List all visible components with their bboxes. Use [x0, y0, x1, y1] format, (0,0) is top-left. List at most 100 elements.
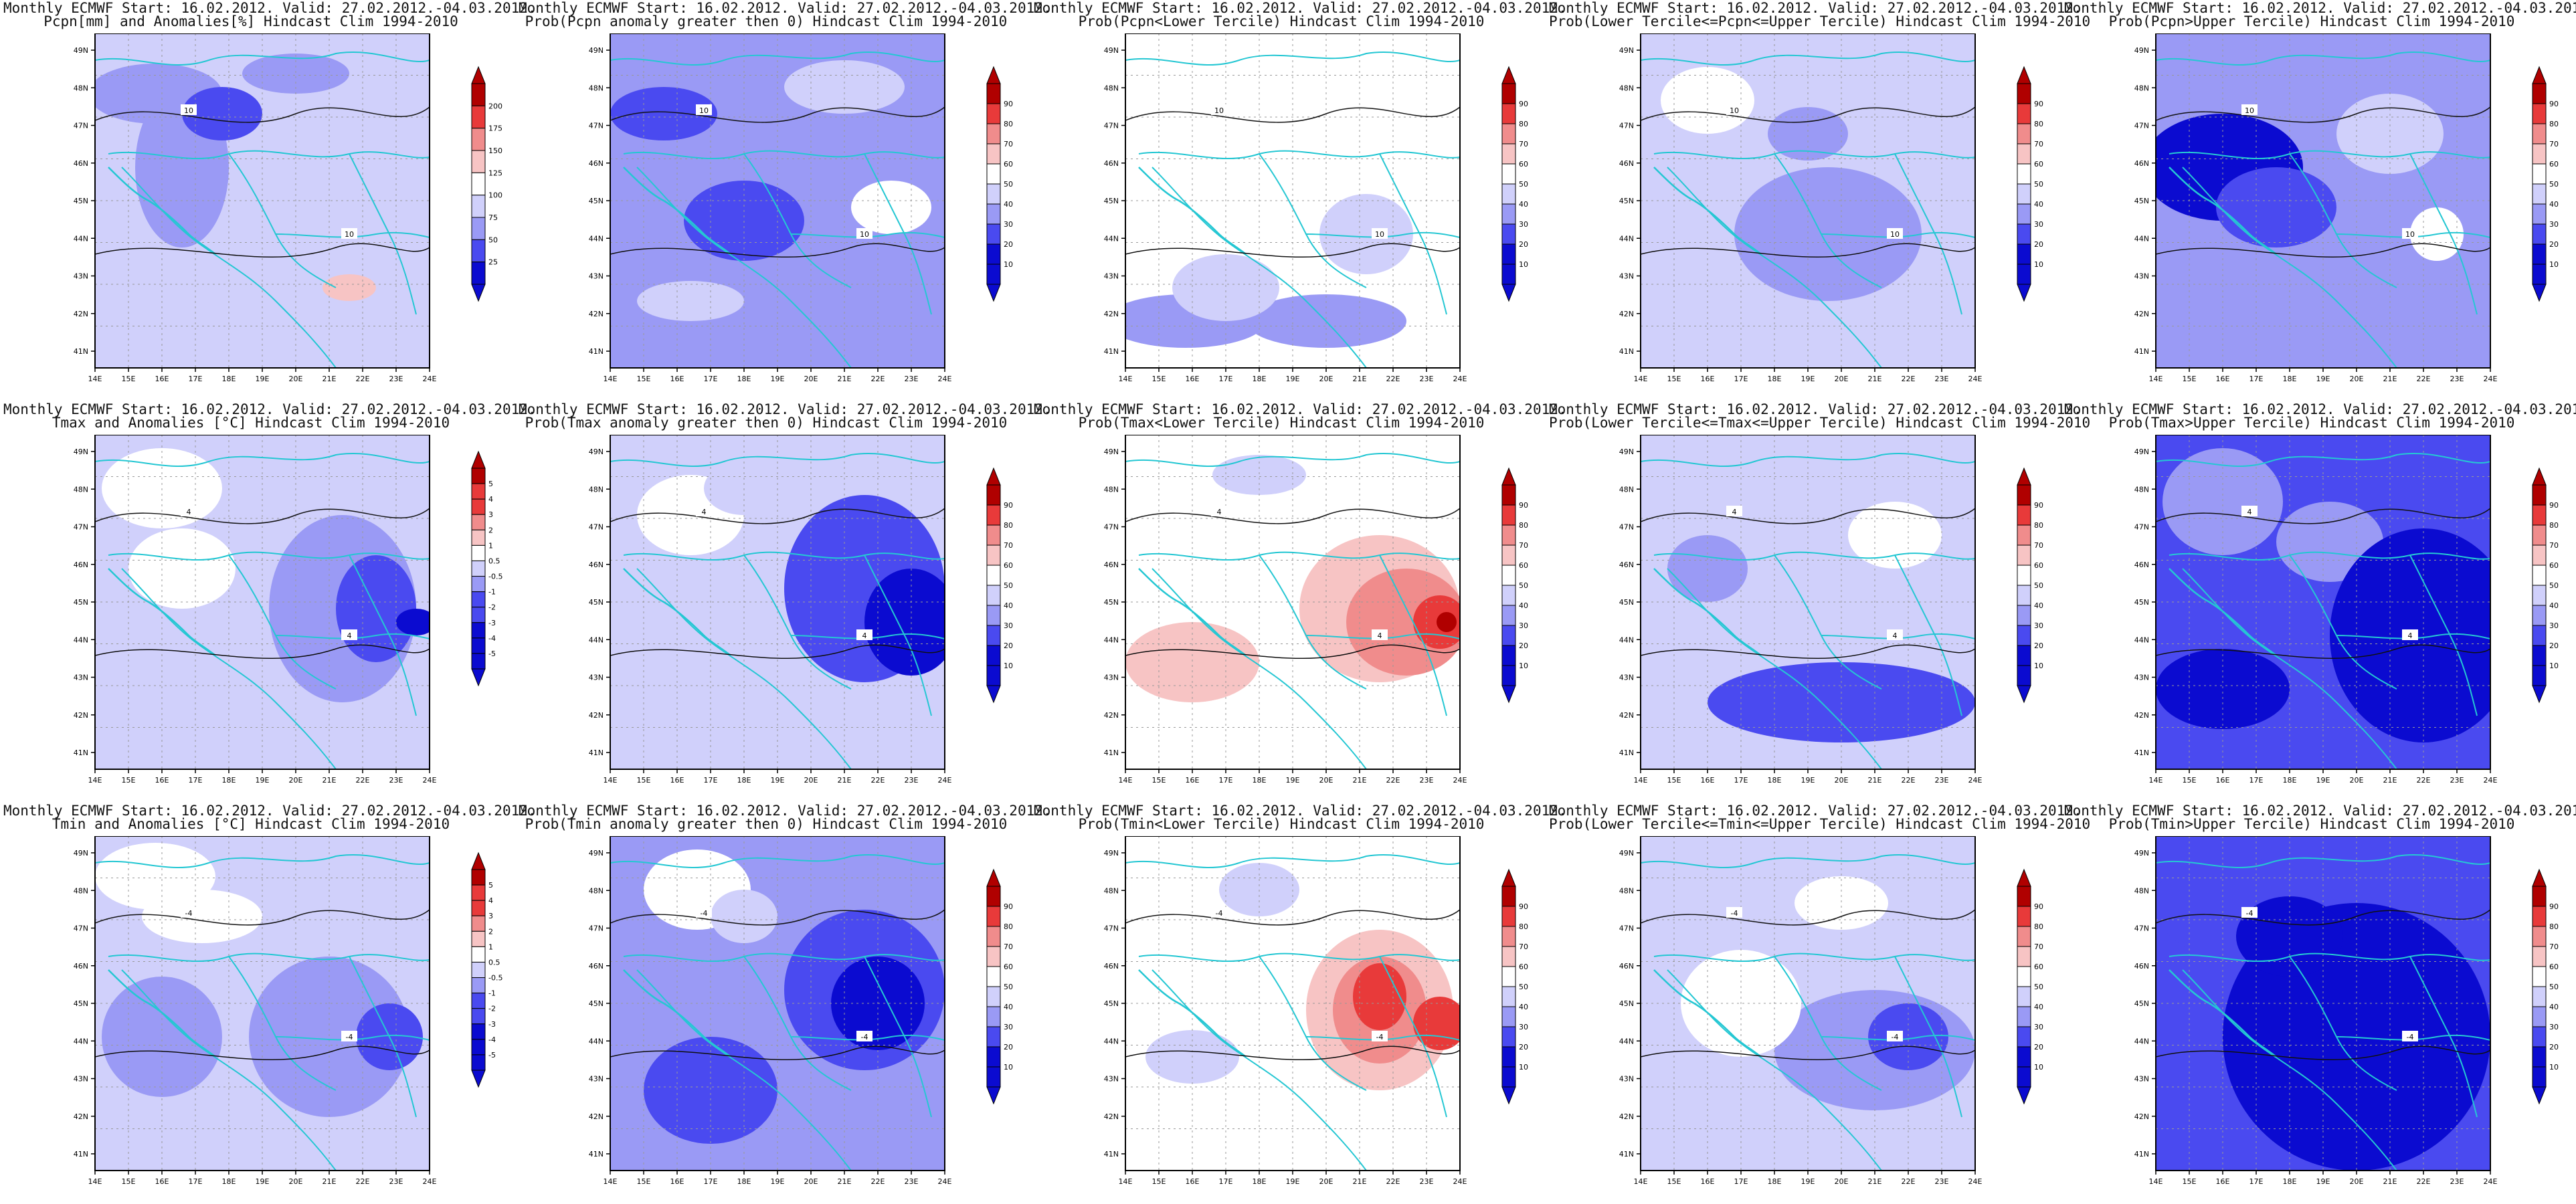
contour-label-box	[2402, 629, 2418, 640]
colorbar-box	[2017, 605, 2031, 626]
country-border	[1152, 969, 1367, 1171]
lon-tick-label: 18E	[737, 1177, 751, 1186]
panel-title-line2: Prob(Tmax>Upper Tercile) Hindcast Clim 1…	[2108, 415, 2515, 431]
lon-tick-label: 17E	[2249, 375, 2264, 383]
lon-tick-label: 21E	[1353, 375, 1367, 383]
colorbar-label: 10	[2549, 260, 2559, 269]
colorbar-label: 20	[1519, 641, 1528, 650]
coastline	[1653, 969, 1762, 1058]
colorbar-label: 90	[2549, 902, 2559, 911]
field-contour-area	[1768, 107, 1848, 161]
lon-tick-label: 23E	[2450, 375, 2464, 383]
colorbar-box	[471, 195, 486, 218]
lat-tick-label: 49N	[1104, 447, 1119, 456]
colorbar-box	[1501, 504, 1516, 526]
colorbar-label: 30	[1004, 220, 1013, 229]
map-panel: Monthly ECMWF Start: 16.02.2012. Valid: …	[2064, 0, 2576, 401]
map-plot: 4 4 14E 15E 16E 17E 18E 19E 20E 21E 22E 23E 24E 49N 48…	[74, 435, 437, 785]
colorbar-label: 0.5	[488, 557, 500, 565]
lon-tick-label: 15E	[1667, 776, 1681, 785]
lat-tick-label: 46N	[2134, 561, 2149, 569]
colorbar-label: 80	[1519, 922, 1528, 931]
lat-tick-label: 43N	[589, 674, 604, 682]
contour-label-box	[1211, 907, 1227, 918]
lat-tick-label: 43N	[74, 272, 88, 281]
colorbar-label: 20	[1004, 1043, 1013, 1051]
panel-title-line1: Monthly ECMWF Start: 16.02.2012. Valid: …	[519, 803, 1052, 819]
lat-tick-label: 49N	[74, 46, 88, 55]
colorbar-box	[1501, 1026, 1516, 1047]
colorbar-label: 2	[488, 927, 493, 936]
lon-tick-label: 19E	[1286, 776, 1300, 785]
colorbar: 90 80 70 60 50 40 30 20 10	[986, 66, 1013, 302]
colorbar-box	[986, 926, 1001, 947]
lon-tick-label: 19E	[256, 1177, 270, 1186]
colorbar-box	[471, 977, 486, 994]
contour-label: 4	[702, 508, 707, 516]
lon-tick-label: 24E	[423, 776, 437, 785]
colorbar-label: -3	[488, 619, 496, 627]
colorbar-label: 90	[1004, 501, 1013, 510]
colorbar-box	[2532, 504, 2547, 526]
lon-tick-label: 19E	[1801, 375, 1815, 383]
colorbar-box	[1501, 665, 1516, 686]
lon-tick-label: 21E	[323, 776, 337, 785]
lon-tick-label: 20E	[2350, 776, 2364, 785]
colorbar-label: 100	[488, 191, 502, 200]
country-border	[275, 633, 430, 639]
country-border	[2169, 150, 2490, 159]
colorbar-label: -2	[488, 1005, 496, 1013]
lon-tick-label: 21E	[1868, 776, 1882, 785]
colorbar-label: 60	[1004, 561, 1013, 570]
contour-line	[1641, 508, 1975, 524]
lon-tick-label: 19E	[2316, 776, 2330, 785]
colorbar-arrow-bottom	[986, 685, 1001, 704]
contour-label-box	[1726, 104, 1742, 115]
colorbar-label: 70	[1004, 942, 1013, 951]
colorbar-box	[2532, 264, 2547, 285]
colorbar-label: 40	[2549, 1003, 2559, 1011]
field-contour-area	[637, 281, 744, 321]
contour-line	[2156, 508, 2490, 524]
contour-label: 10	[184, 106, 193, 115]
lon-tick-label: 14E	[1634, 776, 1648, 785]
contour-line	[1641, 106, 1975, 123]
lat-tick-label: 44N	[589, 1037, 604, 1045]
colorbar-label: 30	[1004, 1023, 1013, 1031]
contour-label-box	[1726, 907, 1742, 918]
lon-tick-label: 21E	[323, 375, 337, 383]
lat-tick-label: 45N	[1619, 197, 1634, 205]
lon-tick-label: 14E	[1119, 776, 1133, 785]
lon-tick-label: 19E	[2316, 375, 2330, 383]
colorbar: 5 4 3 2 1 0.5 -0.5 -1 -2 -3 -4 -5	[471, 450, 502, 687]
lon-tick-label: 17E	[704, 375, 718, 383]
map-panel: Monthly ECMWF Start: 16.02.2012. Valid: …	[1549, 0, 2090, 401]
contour-label-box	[341, 1031, 357, 1041]
contour-label: 10	[2405, 230, 2415, 239]
lat-tick-label: 49N	[589, 849, 604, 858]
colorbar-arrow-top	[2017, 467, 2031, 486]
lon-tick-label: 23E	[905, 1177, 919, 1186]
lat-tick-label: 44N	[74, 635, 88, 644]
lon-tick-label: 24E	[2484, 375, 2498, 383]
lat-tick-label: 41N	[74, 748, 88, 757]
colorbar-label: -0.5	[488, 573, 502, 581]
lat-tick-label: 47N	[1104, 523, 1119, 532]
lat-tick-label: 47N	[1619, 924, 1634, 933]
country-border	[623, 150, 945, 159]
colorbar-box	[986, 264, 1001, 285]
panel-title-line1: Monthly ECMWF Start: 16.02.2012. Valid: …	[1549, 803, 2082, 819]
country-border	[1821, 1034, 1975, 1041]
lon-tick-label: 24E	[2484, 1177, 2498, 1186]
colorbar-box	[471, 150, 486, 173]
lat-tick-label: 49N	[2134, 46, 2149, 55]
lat-tick-label: 45N	[589, 197, 604, 205]
map-panel: Monthly ECMWF Start: 16.02.2012. Valid: …	[1549, 401, 2090, 803]
country-border	[1379, 956, 1447, 1118]
colorbar-box	[471, 1008, 486, 1025]
field-contour-area	[1346, 569, 1460, 676]
lat-tick-label: 42N	[74, 1112, 88, 1121]
lon-tick-label: 14E	[88, 1177, 102, 1186]
colorbar: 90 80 70 60 50 40 30 20 10	[986, 467, 1013, 704]
contour-line	[2156, 106, 2490, 123]
